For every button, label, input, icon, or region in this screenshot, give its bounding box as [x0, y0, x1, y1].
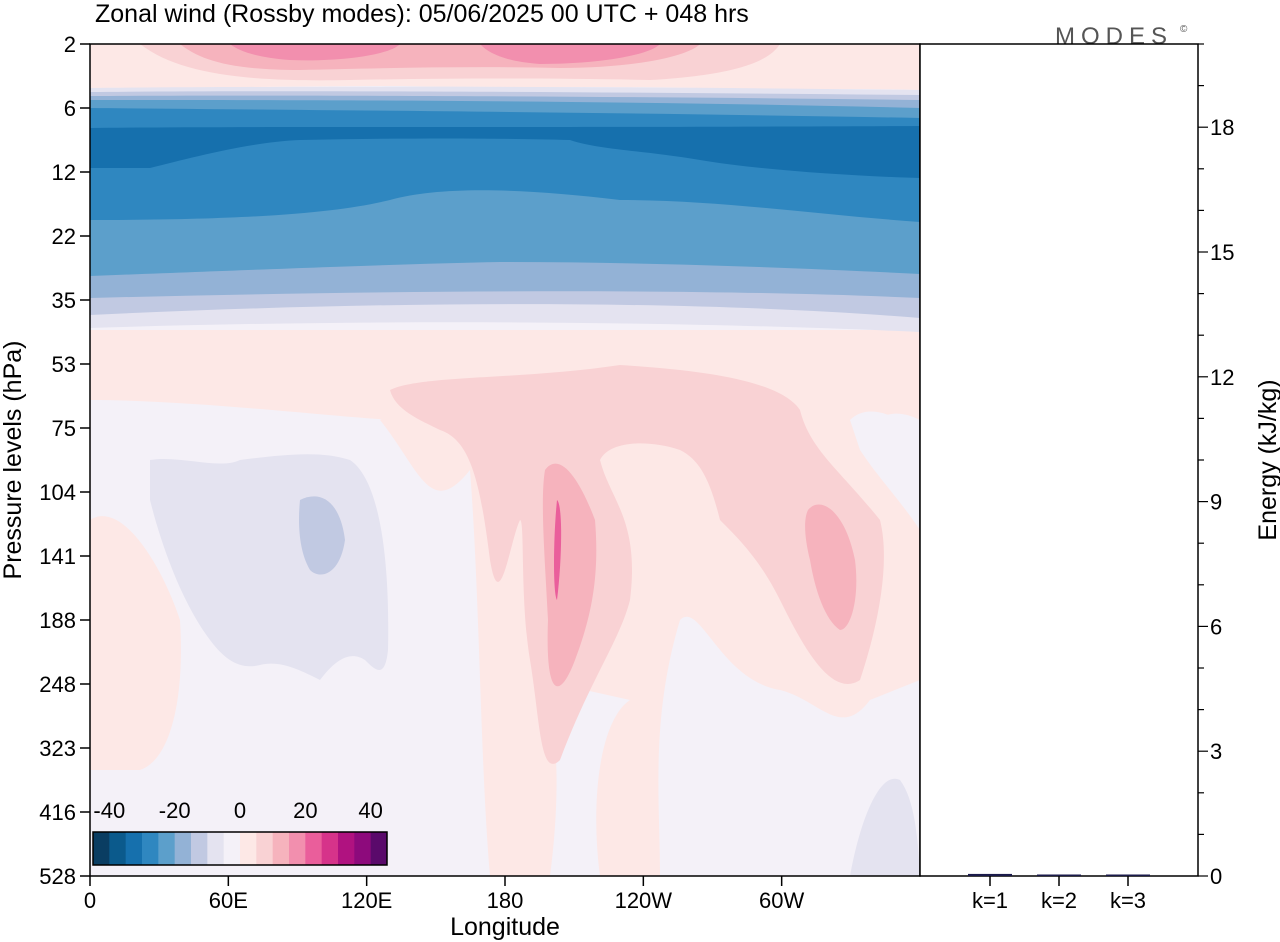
negative-wind-core	[90, 126, 920, 178]
energy-bars: k=1 k=2 k=3	[968, 873, 1150, 913]
y-tick-label: 53	[52, 352, 76, 377]
energy-axis: 0 3 6 9 12 15 18	[1198, 43, 1234, 889]
colorbar-swatch	[125, 832, 143, 865]
modes-logo-mark: ©	[1180, 24, 1188, 35]
colorbar-swatch	[289, 832, 306, 865]
negative-wind-core	[299, 496, 345, 575]
energy-bar	[1037, 874, 1081, 876]
x-tick-label: 60E	[209, 888, 248, 913]
y-tick-label: 188	[39, 608, 76, 633]
y-axis: 2 6 12 22 35 53 75 104 141 188 248 323 416 528	[39, 32, 90, 889]
y-tick-label: 35	[52, 288, 76, 313]
colorbar-swatch	[93, 832, 110, 865]
y-tick-label: 2	[64, 32, 76, 57]
chart-title: Zonal wind (Rossby modes): 05/06/2025 00…	[95, 0, 749, 28]
x-tick-label: 0	[84, 888, 96, 913]
energy-axis-label: Energy (kJ/kg)	[1254, 379, 1280, 540]
energy-tick-label: 12	[1210, 365, 1234, 390]
x-tick-label: 120W	[615, 888, 673, 913]
positive-wind-core	[480, 44, 660, 64]
field-region	[850, 411, 920, 530]
positive-wind-peak	[554, 500, 562, 600]
energy-panel-frame	[919, 43, 1199, 877]
y-tick-label: 416	[39, 800, 76, 825]
colorbar-swatch	[354, 832, 372, 865]
x-axis-label: Longitude	[450, 913, 560, 941]
colorbar-tick-label: 40	[358, 798, 382, 823]
positive-wind-core	[230, 44, 400, 61]
y-tick-label: 323	[39, 736, 76, 761]
energy-category-label: k=2	[1041, 888, 1077, 913]
y-tick-label: 75	[52, 416, 76, 441]
colorbar-swatch	[191, 832, 208, 865]
energy-tick-label: 3	[1210, 739, 1222, 764]
energy-bar	[1106, 874, 1150, 876]
y-tick-label: 6	[64, 96, 76, 121]
y-tick-label: 528	[39, 864, 76, 889]
x-tick-label: 180	[487, 888, 524, 913]
energy-category-label: k=1	[972, 888, 1008, 913]
colorbar-swatch	[370, 832, 388, 865]
energy-tick-label: 6	[1210, 614, 1222, 639]
colorbar-tick-label: -20	[159, 798, 191, 823]
negative-wind-region	[850, 778, 920, 876]
y-tick-label: 104	[39, 480, 76, 505]
colorbar-swatch	[338, 832, 355, 865]
colorbar-swatch	[109, 832, 127, 865]
colorbar-tick-label: 20	[293, 798, 317, 823]
energy-tick-label: 9	[1210, 490, 1222, 515]
x-axis: 0 60E 120E 180 120W 60W	[84, 876, 805, 913]
zonal-wind-field	[90, 44, 920, 876]
x-tick-label: 60W	[759, 888, 804, 913]
colorbar-tick-label: 0	[234, 798, 246, 823]
field-region	[90, 516, 181, 770]
energy-category-label: k=3	[1110, 888, 1146, 913]
colorbar-swatch	[272, 832, 290, 865]
colorbar-swatch	[158, 832, 176, 865]
colorbar-tick-label: -40	[93, 798, 125, 823]
colorbar-swatch	[321, 832, 339, 865]
y-tick-label: 22	[52, 224, 76, 249]
y-axis-label: Pressure levels (hPa)	[0, 341, 27, 580]
y-tick-label: 12	[52, 160, 76, 185]
positive-wind-region	[390, 365, 884, 764]
colorbar-swatch	[174, 832, 192, 865]
colorbar-swatch	[256, 832, 274, 865]
colorbar: -40 -20 0 20 40	[92, 798, 388, 866]
colorbar-swatch	[142, 832, 159, 865]
colorbar-swatch	[240, 832, 257, 865]
energy-tick-label: 18	[1210, 115, 1234, 140]
energy-tick-label: 15	[1210, 240, 1234, 265]
colorbar-swatch	[207, 832, 225, 865]
y-tick-label: 248	[39, 672, 76, 697]
colorbar-swatch	[305, 832, 323, 865]
x-tick-label: 120E	[341, 888, 392, 913]
energy-bar	[968, 873, 1012, 876]
colorbar-frame	[92, 831, 388, 866]
energy-tick-label: 0	[1210, 864, 1222, 889]
colorbar-swatch	[223, 832, 241, 865]
y-tick-label: 141	[39, 544, 76, 569]
positive-wind-core	[805, 504, 857, 630]
